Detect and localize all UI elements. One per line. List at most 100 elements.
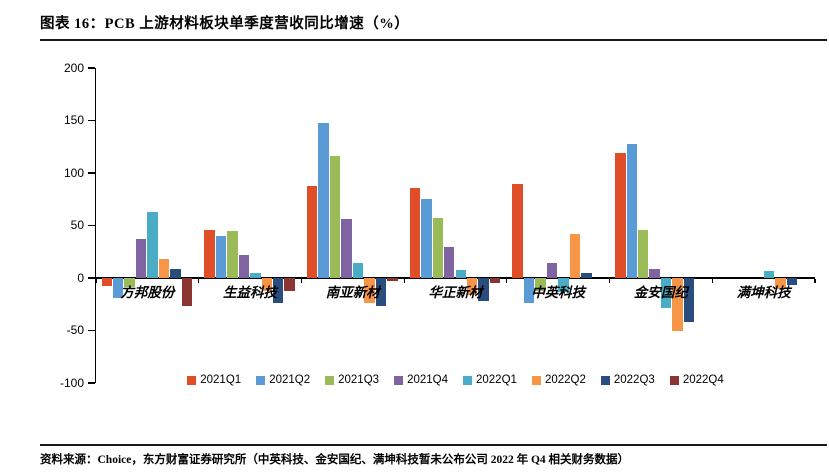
bar [638, 229, 649, 278]
bar [341, 219, 352, 278]
bar [581, 272, 592, 278]
bar [170, 268, 181, 278]
bar [273, 278, 284, 304]
x-axis-tick [506, 278, 508, 283]
category-label: 华正新材 [428, 285, 483, 300]
y-axis-tick [88, 329, 95, 332]
legend-swatch [600, 375, 610, 385]
x-axis-tick [608, 278, 611, 283]
y-axis-label: 200 [63, 60, 84, 75]
bar [238, 254, 250, 278]
bar [432, 218, 444, 278]
bar [558, 278, 569, 292]
category-label: 南亚新材 [325, 285, 380, 300]
legend-swatch [256, 375, 266, 385]
y-axis-label: 0 [77, 270, 84, 285]
bar [421, 199, 432, 278]
bar [387, 278, 398, 282]
x-axis-tick [814, 278, 816, 283]
legend-label: 2022Q1 [476, 373, 517, 386]
bar [329, 156, 341, 278]
legend-swatch [669, 375, 679, 385]
y-axis-label: 50 [70, 218, 84, 232]
category-label: 金安国纪 [633, 285, 688, 300]
legend-label: 2021Q1 [200, 373, 242, 386]
bar [775, 278, 786, 289]
legend-swatch [394, 375, 404, 385]
legend-label: 2021Q2 [269, 373, 311, 386]
bar [523, 278, 535, 304]
y-axis-tick [88, 382, 95, 384]
bar [615, 153, 626, 278]
bar [478, 278, 489, 302]
footer-divider [40, 444, 827, 446]
bar [569, 233, 581, 278]
bar [306, 185, 318, 278]
y-axis-tick [88, 224, 95, 227]
bar [409, 187, 421, 278]
bar [204, 229, 215, 278]
x-axis-line [96, 277, 815, 279]
bar [215, 236, 227, 278]
legend-swatch [531, 375, 541, 385]
y-axis-label: 150 [63, 113, 84, 127]
legend-item: 2021Q3 [325, 374, 379, 387]
legend-swatch [463, 375, 472, 385]
figure-title: 图表 16：PCB 上游材料板块单季度营收同比增速（%） [40, 16, 410, 32]
y-axis-label: 100 [63, 165, 84, 180]
bar [112, 278, 124, 298]
bar [352, 263, 364, 278]
bar [672, 278, 683, 331]
bar [444, 246, 455, 278]
legend-swatch [187, 375, 197, 385]
bar [466, 278, 478, 295]
bar [135, 239, 147, 278]
legend-swatch [325, 375, 335, 385]
legend-label: 2022Q2 [544, 373, 586, 386]
legend-item: 2022Q4 [669, 373, 724, 387]
bar [250, 272, 261, 278]
y-axis-tick [88, 277, 95, 279]
category-label: 满坤科技 [736, 285, 791, 300]
bar [546, 263, 558, 278]
bar [284, 278, 295, 291]
x-axis-tick [198, 278, 200, 283]
bar [786, 278, 798, 286]
x-axis-tick [300, 278, 303, 283]
source-note: 资料来源：Choice，东方财富证券研究所（中英科技、金安国纪、满坤科技暂未公布… [40, 454, 630, 466]
bar [181, 278, 193, 307]
x-axis-tick [711, 278, 713, 283]
bar [261, 278, 272, 291]
bar [763, 270, 775, 278]
bar [101, 278, 112, 287]
bar [649, 268, 660, 278]
y-axis-tick [88, 172, 95, 174]
bar [512, 183, 523, 278]
legend-item: 2022Q1 [463, 374, 517, 387]
legend-label: 2022Q4 [682, 373, 724, 386]
category-label: 生益科技 [223, 285, 278, 300]
legend-item: 2021Q2 [256, 374, 310, 387]
bar [535, 278, 546, 291]
bar [660, 278, 672, 309]
y-axis-tick [88, 119, 95, 122]
x-axis-tick [95, 278, 97, 283]
bar [318, 122, 329, 278]
title-divider [40, 39, 827, 41]
bar [158, 259, 170, 278]
y-axis-tick [88, 67, 95, 69]
legend-label: 2021Q4 [407, 373, 448, 386]
legend-label: 2021Q3 [338, 373, 380, 386]
category-label: 方邦股份 [120, 285, 175, 300]
bar [626, 143, 637, 278]
y-axis-label: -50 [66, 323, 84, 337]
legend-item: 2021Q1 [187, 374, 241, 387]
y-axis-line [94, 68, 96, 383]
bar [375, 278, 387, 307]
legend-item: 2022Q3 [600, 374, 655, 387]
x-axis-tick [403, 278, 405, 283]
category-label: 中英科技 [531, 285, 586, 300]
bar [683, 278, 695, 323]
